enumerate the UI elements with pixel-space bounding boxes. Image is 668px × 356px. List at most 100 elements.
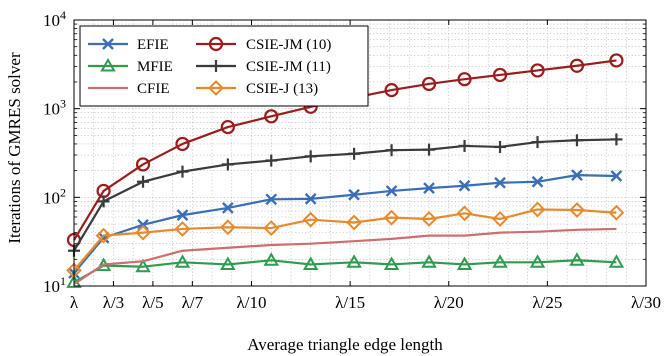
data-point — [383, 256, 400, 270]
y-tick-label: 103 — [43, 97, 66, 119]
x-tick-label: λ/7 — [182, 293, 204, 312]
data-point — [383, 209, 400, 226]
data-point — [421, 76, 437, 92]
series-line — [73, 208, 617, 272]
data-point — [221, 158, 234, 171]
legend-marker — [100, 57, 116, 72]
plot-frame — [73, 19, 647, 287]
data-point — [175, 136, 190, 152]
data-point — [174, 221, 191, 237]
legend-item: CSIE-JM (11) — [196, 59, 331, 75]
data-point — [265, 154, 278, 167]
x-tick-label: λ/5 — [142, 293, 163, 312]
series-cfie — [73, 227, 617, 286]
data-point — [492, 254, 508, 268]
data-point — [302, 211, 319, 228]
data-point — [494, 176, 506, 189]
data-point — [530, 63, 545, 78]
data-point — [265, 193, 278, 206]
legend-marker — [102, 38, 114, 50]
y-tick-label: 104 — [43, 8, 66, 30]
x-tick-label: λ/15 — [335, 293, 365, 312]
legend-label: CSIE-JM (11) — [246, 59, 331, 75]
data-point — [529, 254, 546, 268]
data-point — [304, 150, 317, 163]
series-mfie — [66, 252, 625, 288]
x-tick-label: λ/3 — [103, 293, 124, 312]
data-point — [569, 252, 585, 266]
legend-marker — [210, 60, 222, 72]
x-axis-label: Average triangle edge length — [247, 335, 443, 354]
data-point — [529, 201, 546, 218]
legend-label: MFIE — [137, 59, 173, 75]
data-point — [135, 258, 151, 273]
data-point — [421, 211, 437, 227]
data-point — [423, 182, 435, 194]
x-tick-label: λ/30 — [631, 293, 661, 312]
data-point — [264, 109, 279, 124]
legend-item: CSIE-JM (10) — [196, 36, 331, 53]
y-tick-label: 102 — [43, 185, 66, 207]
data-point — [135, 157, 151, 172]
data-point — [384, 82, 399, 98]
legend-item: MFIE — [88, 57, 173, 75]
data-point — [346, 214, 362, 231]
legend-label: CFIE — [137, 81, 170, 97]
data-point — [220, 119, 235, 135]
x-tick-label: λ/10 — [237, 293, 267, 312]
data-point — [220, 256, 236, 270]
data-point — [456, 256, 473, 270]
series-csie-j-13 — [66, 201, 625, 279]
data-point — [348, 188, 360, 201]
x-tick-label: λ/20 — [434, 293, 464, 312]
legend-marker — [208, 80, 224, 96]
data-point — [531, 175, 544, 188]
data-point — [423, 143, 436, 156]
data-point — [570, 134, 583, 147]
series-line — [73, 227, 617, 286]
data-point — [494, 140, 507, 153]
data-point — [385, 185, 398, 197]
data-point — [421, 254, 437, 268]
data-point — [492, 211, 508, 227]
data-point — [97, 195, 110, 208]
data-point — [457, 72, 472, 87]
data-point — [263, 252, 279, 266]
data-point — [458, 179, 471, 192]
data-point — [174, 254, 191, 268]
axis-ticks: λ λ/3 λ/5 λ/7 λ/10 λ/15 λ/20 λ/25 λ/30 101 102 103 1… — [43, 8, 661, 312]
data-point — [302, 256, 319, 270]
legend-item: CFIE — [88, 81, 170, 97]
series-line — [73, 259, 617, 284]
data-point — [569, 202, 585, 218]
series-csie-jm-11 — [68, 133, 623, 257]
data-point — [176, 209, 189, 221]
series-efie — [68, 169, 623, 279]
legend-label: EFIE — [137, 37, 169, 53]
data-point — [608, 204, 625, 221]
x-tick-label: λ — [70, 293, 79, 312]
data-point — [492, 67, 508, 83]
data-point — [95, 227, 112, 244]
data-point — [176, 165, 189, 178]
data-point — [263, 220, 280, 236]
y-tick-label: 101 — [43, 274, 66, 296]
data-point — [135, 224, 151, 241]
data-point — [346, 254, 362, 268]
data-point — [610, 133, 623, 146]
y-axis-label: Iterations of GMRES solver — [5, 52, 24, 244]
data-point — [569, 58, 585, 73]
legend-marker — [208, 36, 224, 52]
legend-label: CSIE-JM (10) — [246, 37, 331, 53]
data-point — [219, 219, 236, 236]
data-point — [609, 53, 624, 68]
data-point — [137, 175, 150, 188]
data-point — [458, 139, 471, 152]
data-point — [456, 205, 473, 222]
data-point — [610, 170, 623, 182]
data-point — [531, 136, 544, 149]
data-point — [221, 202, 234, 214]
data-point — [348, 147, 361, 160]
data-point — [571, 169, 583, 181]
